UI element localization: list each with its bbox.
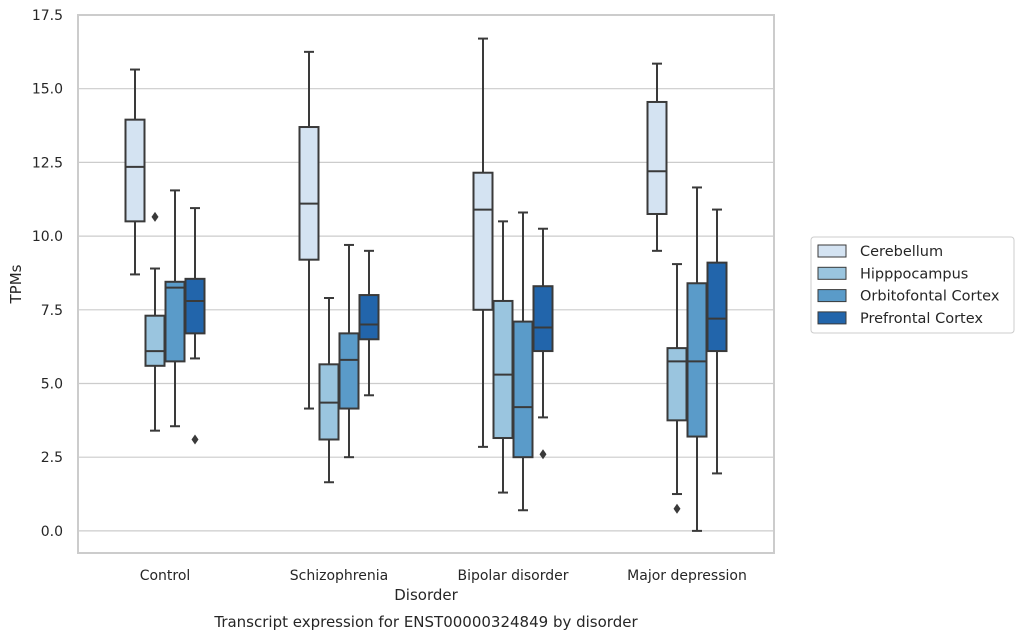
legend-frame <box>810 236 1015 334</box>
y-axis-title: TPMs <box>7 264 25 304</box>
y-tick-label: 15.0 <box>32 82 63 98</box>
outlier-point <box>673 503 681 514</box>
legend-label: Cerebellum <box>860 244 943 260</box>
legend-label: Orbitofontal Cortex <box>860 289 1000 305</box>
box-iqr <box>646 100 668 215</box>
box-prefrontal-cortex-1 <box>358 249 380 397</box>
box-iqr <box>492 299 514 440</box>
box-orbitofontal-cortex-3 <box>686 186 708 532</box>
box-iqr <box>124 118 146 223</box>
box-prefrontal-cortex-2 <box>532 227 554 460</box>
box-hipppocampus-3 <box>666 263 688 514</box>
box-iqr <box>532 285 554 353</box>
box-cerebellum-2 <box>472 37 494 448</box>
legend-item: Prefrontal Cortex <box>817 311 983 327</box>
box-cerebellum-1 <box>298 50 320 410</box>
box-iqr <box>184 277 206 335</box>
y-tick-label: 12.5 <box>32 155 63 171</box>
x-tick-labels: Control Schizophrenia Bipolar disorder Majo… <box>140 568 747 584</box>
box-prefrontal-cortex-0 <box>184 207 206 445</box>
legend-item: Cerebellum <box>817 244 943 260</box>
x-tick-label: Control <box>140 568 191 584</box>
x-axis-title: Disorder <box>394 586 458 604</box>
plot-frame <box>77 14 775 554</box>
y-tick-label: 7.5 <box>41 303 63 319</box>
x-tick-label: Major depression <box>627 568 747 584</box>
y-tick-label: 5.0 <box>41 376 63 392</box>
box-iqr <box>666 347 688 422</box>
box-iqr <box>686 282 708 438</box>
legend: Cerebellum Hipppocampus Orbitofontal Corte… <box>810 236 1015 334</box>
box-hipppocampus-1 <box>318 297 340 484</box>
box-iqr <box>338 332 360 410</box>
x-tick-label: Bipolar disorder <box>457 568 568 584</box>
legend-label: Hipppocampus <box>860 266 968 282</box>
box-hipppocampus-0 <box>144 211 166 432</box>
box-prefrontal-cortex-3 <box>706 208 728 475</box>
legend-swatch <box>817 244 847 258</box>
box-iqr <box>472 171 494 311</box>
box-iqr <box>164 280 186 363</box>
y-tick-label: 10.0 <box>32 229 63 245</box>
legend-label: Prefrontal Cortex <box>860 311 983 327</box>
outlier-point <box>151 211 159 222</box>
chart-caption: Transcript expression for ENST0000032484… <box>213 613 638 631</box>
legend-swatch <box>817 311 847 325</box>
x-tick-label: Schizophrenia <box>290 568 388 584</box>
y-tick-label: 0.0 <box>41 524 63 540</box>
box-iqr <box>706 261 728 353</box>
box-orbitofontal-cortex-1 <box>338 243 360 459</box>
legend-item: Hipppocampus <box>817 266 968 282</box>
box-cerebellum-3 <box>646 62 668 252</box>
y-tick-label: 17.5 <box>32 8 63 24</box>
box-iqr <box>512 320 534 459</box>
box-orbitofontal-cortex-0 <box>164 189 186 428</box>
legend-item: Orbitofontal Cortex <box>817 289 1000 305</box>
box-orbitofontal-cortex-2 <box>512 211 534 512</box>
legend-swatch <box>817 289 847 303</box>
box-cerebellum-0 <box>124 68 146 276</box>
plot-area <box>124 37 728 532</box>
outlier-point <box>539 449 547 460</box>
outlier-point <box>191 434 199 445</box>
box-iqr <box>298 126 320 261</box>
box-iqr <box>144 314 166 367</box>
y-tick-labels: 0.0 2.5 5.0 7.5 10.0 12.5 15.0 17.5 <box>32 8 63 540</box>
box-iqr <box>358 294 380 341</box>
legend-swatch <box>817 266 847 280</box>
y-tick-label: 2.5 <box>41 450 63 466</box>
